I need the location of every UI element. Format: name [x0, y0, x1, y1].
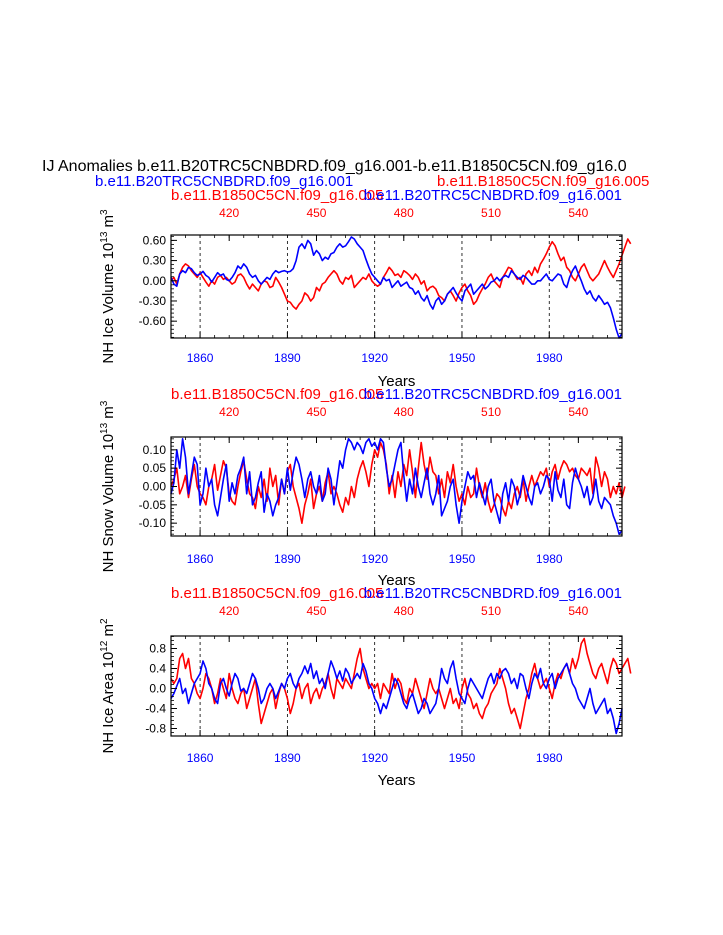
ice-volume-ytick-label: 0.30: [143, 254, 167, 268]
ice-volume-series-blue: [170, 236, 623, 339]
ice-area-ylabel: NH Ice Area 1012 m2: [99, 618, 117, 754]
snow-volume-ytick-label: -0.05: [139, 498, 167, 512]
ice-volume-xtick-label-bottom: 1980: [536, 351, 563, 365]
snow-volume-xtick-label-top: 540: [568, 405, 588, 419]
snow-volume-ylabel-part: 13: [99, 422, 110, 434]
snow-volume-ytick-label: 0.05: [143, 461, 167, 475]
ice-area-ylabel-part: 12: [99, 640, 110, 652]
ice-area-xlabel: Years: [378, 772, 416, 789]
ice-volume-xtick-label-top: 480: [394, 206, 414, 220]
snow-volume-series-blue: [170, 437, 623, 536]
ice-area-ylabel-part: 2: [99, 618, 110, 624]
ice-volume-xlabel: Years: [378, 373, 416, 390]
snow-volume-ytick-label: 0.00: [143, 480, 167, 494]
ice-volume-ylabel-part: NH Ice Volume 10: [100, 243, 117, 364]
ice-area-xtick-label-bottom: 1860: [187, 751, 214, 765]
ice-volume-xtick-label-top: 510: [481, 206, 501, 220]
snow-volume-ylabel: NH Snow Volume 1013 m3: [99, 400, 117, 572]
ice-volume-xtick-label-top: 540: [568, 206, 588, 220]
snow-volume-xlabel: Years: [378, 572, 416, 589]
ice-area-ytick-label: 0.0: [149, 682, 166, 696]
snow-volume-title-red: b.e11.B1850C5CN.f09_g16.005: [171, 386, 383, 403]
ice-area-axes-frame: [170, 635, 623, 737]
ice-area-ytick-label: -0.8: [145, 722, 166, 736]
ice-area-ytick-label: 0.4: [149, 662, 166, 676]
snow-volume-series-red: [170, 441, 626, 525]
snow-volume-ylabel-part: 3: [99, 400, 110, 406]
ice-area-xtick-label-top: 540: [568, 604, 588, 618]
ice-volume-xtick-label-top: 450: [306, 206, 326, 220]
snow-volume-ylabel-part: m: [100, 406, 117, 423]
snow-volume-xtick-label-bottom: 1890: [274, 552, 301, 566]
snow-volume-xtick-label-bottom: 1980: [536, 552, 563, 566]
ice-area-xtick-label-bottom: 1950: [449, 751, 476, 765]
ice-volume-axes-frame: [170, 234, 623, 339]
snow-volume-xtick-label-top: 450: [306, 405, 326, 419]
ice-area-xtick-label-top: 450: [306, 604, 326, 618]
ice-area-xtick-label-top: 420: [219, 604, 239, 618]
ice-volume-ytick-label: -0.30: [139, 294, 167, 308]
snow-volume-xtick-label-top: 510: [481, 405, 501, 419]
ice-area-title-blue: b.e11.B20TRC5CNBDRD.f09_g16.001: [364, 585, 622, 602]
ice-area-xtick-label-bottom: 1890: [274, 751, 301, 765]
top-legend-red: b.e11.B1850C5CN.f09_g16.005: [437, 173, 650, 190]
ice-volume-ytick-label: -0.60: [139, 314, 167, 328]
ice-volume-ylabel-part: m: [100, 215, 117, 232]
ice-volume-panel: [170, 234, 632, 339]
ice-volume-title-blue: b.e11.B20TRC5CNBDRD.f09_g16.001: [364, 187, 622, 204]
ice-area-ylabel-part: NH Ice Area 10: [100, 652, 117, 754]
snow-volume-title-blue: b.e11.B20TRC5CNBDRD.f09_g16.001: [364, 386, 622, 403]
ice-area-panel: [170, 635, 632, 737]
snow-volume-xtick-label-top: 420: [219, 405, 239, 419]
ice-volume-series-red: [170, 238, 632, 310]
ice-volume-xtick-label-bottom: 1890: [274, 351, 301, 365]
ice-volume-ylabel: NH Ice Volume 1013 m3: [99, 209, 117, 364]
snow-volume-xtick-label-bottom: 1950: [449, 552, 476, 566]
ice-area-series-blue: [170, 660, 623, 735]
snow-volume-xtick-label-bottom: 1860: [187, 552, 214, 566]
snow-volume-panel: [170, 436, 626, 537]
snow-volume-xtick-label-bottom: 1920: [361, 552, 388, 566]
ice-volume-xtick-label-bottom: 1950: [449, 351, 476, 365]
snow-volume-xtick-label-top: 480: [394, 405, 414, 419]
ice-volume-title-red: b.e11.B1850C5CN.f09_g16.005: [171, 187, 383, 204]
top-legend-blue: b.e11.B20TRC5CNBDRD.f09_g16.001: [95, 173, 354, 190]
ice-volume-xtick-label-bottom: 1860: [187, 351, 214, 365]
ice-area-xtick-label-bottom: 1920: [361, 751, 388, 765]
ice-volume-xtick-label-bottom: 1920: [361, 351, 388, 365]
snow-volume-ytick-label: -0.10: [139, 516, 167, 530]
ice-area-title-red: b.e11.B1850C5CN.f09_g16.005: [171, 585, 383, 602]
ice-area-series-red: [170, 637, 632, 730]
ice-volume-ytick-label: 0.60: [143, 233, 167, 247]
snow-volume-ytick-label: 0.10: [143, 443, 167, 457]
ice-volume-ylabel-part: 13: [99, 231, 110, 243]
ice-volume-ytick-label: 0.00: [143, 274, 167, 288]
ice-volume-xtick-label-top: 420: [219, 206, 239, 220]
snow-volume-ylabel-part: NH Snow Volume 10: [100, 434, 117, 572]
ice-volume-ylabel-part: 3: [99, 209, 110, 215]
ice-area-xtick-label-top: 480: [394, 604, 414, 618]
ice-area-xtick-label-bottom: 1980: [536, 751, 563, 765]
ice-area-ylabel-part: m: [100, 624, 117, 641]
figure-title: IJ Anomalies b.e11.B20TRC5CNBDRD.f09_g16…: [42, 158, 627, 175]
ice-area-ytick-label: 0.8: [149, 642, 166, 656]
ice-area-ytick-label: -0.4: [145, 702, 166, 716]
ice-area-xtick-label-top: 510: [481, 604, 501, 618]
